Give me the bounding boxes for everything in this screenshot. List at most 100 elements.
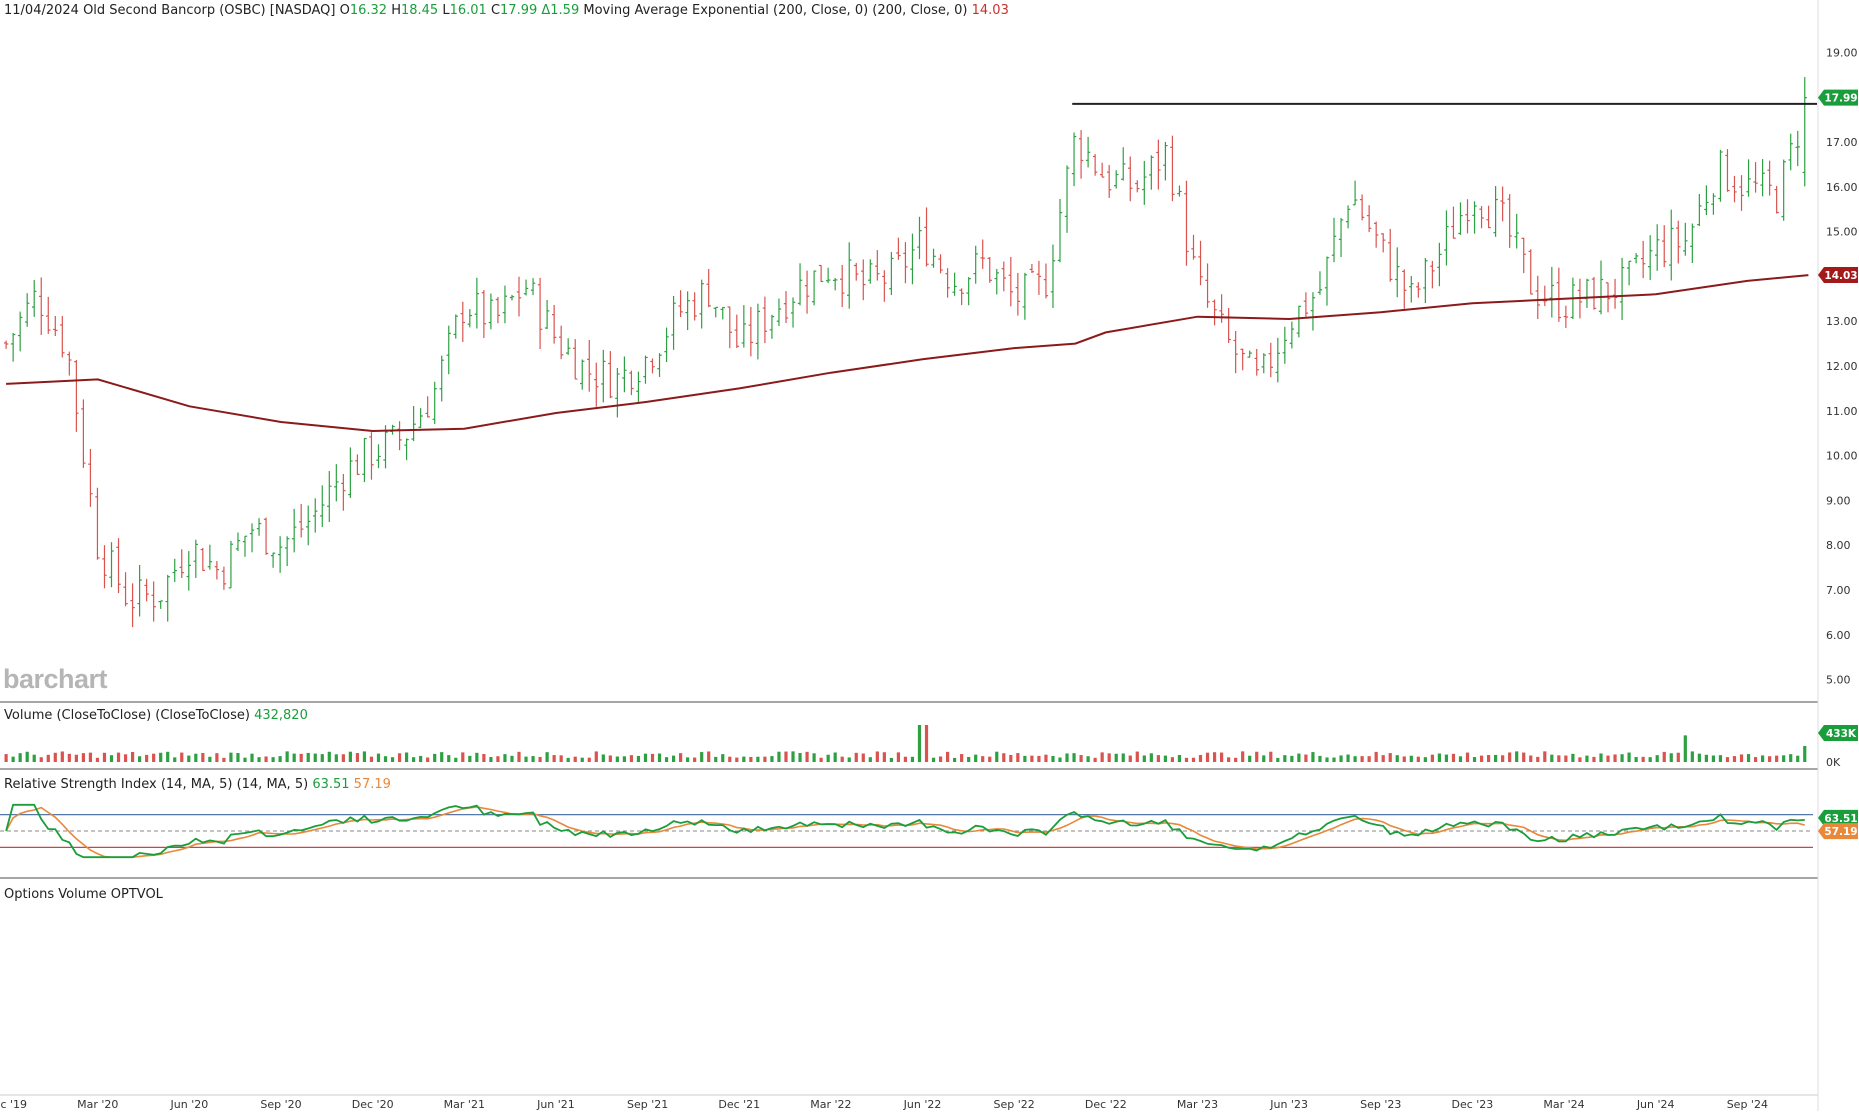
volume-bar <box>362 751 367 762</box>
ohlc-bar <box>734 314 740 348</box>
ohlc-bar <box>1128 156 1133 202</box>
ohlc-bar <box>1598 260 1604 315</box>
volume-title: Volume (CloseToClose) (CloseToClose) <box>4 708 250 723</box>
ohlc-bar <box>284 536 290 567</box>
ohlc-bar <box>1036 260 1042 295</box>
volume-bar <box>88 752 93 762</box>
volume-bar <box>1234 757 1238 762</box>
ohlc-bar <box>1444 210 1449 266</box>
options-title: Options Volume OPTVOL <box>4 887 163 902</box>
ohlc-bar <box>24 293 30 327</box>
ohlc-bar <box>1008 256 1014 307</box>
volume-bar <box>236 753 240 762</box>
volume-bar <box>109 755 114 762</box>
volume-bar <box>1241 751 1245 762</box>
x-axis-tick-label: Sep '24 <box>1727 1098 1768 1111</box>
volume-bar <box>545 752 549 762</box>
volume-bar <box>1718 755 1723 762</box>
ohlc-bar <box>769 314 775 339</box>
ohlc-bar <box>1029 264 1035 273</box>
volume-bar <box>215 753 219 762</box>
volume-bar <box>1479 755 1484 762</box>
volume-bar <box>292 753 296 762</box>
ohlc-bar <box>3 340 9 349</box>
ohlc-bar <box>1676 220 1681 264</box>
volume-bar <box>1248 755 1252 762</box>
volume-bar <box>229 752 233 762</box>
ohlc-bar <box>650 358 655 374</box>
volume-bar <box>397 753 402 762</box>
volume-bar <box>1423 757 1427 762</box>
volume-bar <box>152 753 156 762</box>
ohlc-bar <box>1711 193 1716 215</box>
ohlc-bar <box>1395 247 1400 298</box>
volume-bar <box>1276 757 1280 762</box>
ohlc-bar <box>889 252 894 296</box>
ohlc-bar <box>355 454 360 476</box>
ohlc-bar <box>1423 257 1428 304</box>
ohlc-bar <box>1746 159 1751 197</box>
volume-bar <box>960 754 964 762</box>
volume-bar <box>404 752 409 762</box>
ohlc-bar <box>116 538 121 594</box>
rsi-panel-title: Relative Strength Index (14, MA, 5) (14,… <box>4 777 391 792</box>
volume-bar <box>1381 755 1385 762</box>
ohlc-bar <box>516 276 522 317</box>
volume-bar <box>1725 757 1730 762</box>
ohlc-bar <box>1261 353 1266 374</box>
volume-bar <box>1023 755 1027 762</box>
ohlc-bar <box>1479 206 1484 229</box>
volume-bar <box>320 754 324 762</box>
ohlc-bar <box>1043 263 1049 299</box>
ohlc-bar <box>165 574 170 622</box>
volume-bar <box>1297 753 1301 762</box>
ohlc-bar <box>1739 175 1744 211</box>
ohlc-bar <box>945 268 950 298</box>
ohlc-bar <box>460 301 465 342</box>
volume-bar <box>1016 753 1020 762</box>
ohlc-bar <box>1085 136 1091 168</box>
x-axis-tick-label: Dec '21 <box>718 1098 760 1111</box>
ohlc-bar <box>320 485 325 528</box>
ohlc-bar <box>453 314 458 339</box>
volume-bar <box>868 757 872 762</box>
ohlc-bar <box>629 370 634 396</box>
ohlc-bar <box>509 294 515 301</box>
ohlc-bar <box>425 396 430 418</box>
volume-bar <box>1163 755 1167 762</box>
ohlc-bar <box>235 532 241 552</box>
ohlc-bar <box>1345 205 1351 229</box>
y-axis-tick-label: 16.00 <box>1826 181 1858 194</box>
ohlc-bar <box>1500 186 1505 222</box>
ohlc-bar <box>952 272 957 296</box>
ohlc-bar <box>1542 285 1547 307</box>
volume-bar <box>1711 755 1716 762</box>
volume-bar <box>1135 751 1139 762</box>
volume-bar <box>1332 757 1336 762</box>
volume-bar <box>1529 755 1533 762</box>
volume-zero-label: 0K <box>1826 756 1841 769</box>
ohlc-bar <box>17 311 23 352</box>
volume-bar <box>1648 757 1652 762</box>
ohlc-bar <box>397 421 402 451</box>
y-axis-tick-label: 19.00 <box>1826 46 1858 59</box>
volume-bar <box>988 756 992 762</box>
volume-bar <box>566 757 570 762</box>
ohlc-bar <box>242 535 248 557</box>
rsi-value: 63.51 <box>312 777 350 792</box>
ohlc-bar <box>1015 272 1021 316</box>
volume-bar <box>1283 755 1287 762</box>
volume-bar <box>945 751 950 762</box>
volume-bar <box>306 752 310 762</box>
volume-bar <box>910 756 915 762</box>
ohlc-bar <box>10 332 16 362</box>
ohlc-bar <box>1226 308 1231 343</box>
ohlc-bar <box>1451 206 1456 239</box>
ohlc-bar <box>720 306 725 320</box>
y-axis-tick-label: 15.00 <box>1826 226 1858 239</box>
ohlc-bar <box>95 487 100 560</box>
volume-bar <box>791 751 795 762</box>
ohlc-bar <box>1640 240 1646 279</box>
volume-bar <box>777 751 781 762</box>
x-axis-tick-label: Jun '23 <box>1269 1098 1308 1111</box>
